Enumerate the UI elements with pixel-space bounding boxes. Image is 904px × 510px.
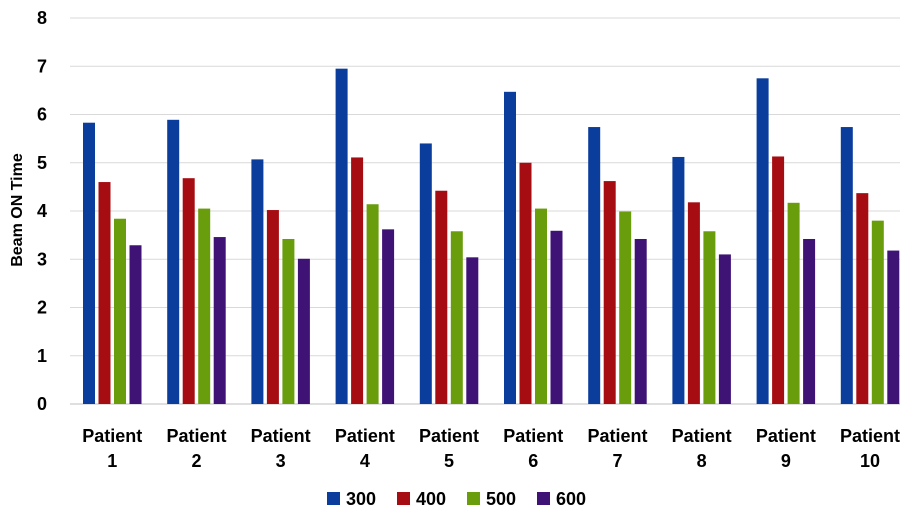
bar-500-patient-10 bbox=[871, 220, 884, 404]
x-category-number: 2 bbox=[191, 451, 201, 471]
bar-600-patient-9 bbox=[803, 238, 816, 404]
y-tick-label: 4 bbox=[37, 201, 47, 221]
x-category-label: Patient bbox=[335, 426, 395, 446]
bar-400-patient-2 bbox=[182, 178, 195, 404]
x-category-number: 6 bbox=[528, 451, 538, 471]
y-axis-ticks: 0 1 2 3 4 5 6 7 8 bbox=[37, 8, 47, 414]
legend-label-400: 400 bbox=[416, 489, 446, 509]
bar-400-patient-9 bbox=[772, 156, 785, 404]
bar-600-patient-6 bbox=[550, 230, 563, 404]
legend-label-500: 500 bbox=[486, 489, 516, 509]
bar-400-patient-6 bbox=[519, 162, 532, 404]
x-category-label: Patient bbox=[756, 426, 816, 446]
bar-300-patient-9 bbox=[756, 78, 769, 404]
x-category-label: Patient bbox=[82, 426, 142, 446]
bar-300-patient-10 bbox=[840, 127, 853, 405]
bar-300-patient-4 bbox=[335, 68, 348, 404]
bar-500-patient-2 bbox=[198, 208, 211, 404]
x-category-number: 1 bbox=[107, 451, 117, 471]
bar-400-patient-10 bbox=[856, 193, 869, 404]
x-category-number: 7 bbox=[612, 451, 622, 471]
x-category-label: Patient bbox=[419, 426, 479, 446]
y-axis-title: Beam ON Time bbox=[9, 153, 26, 267]
legend-label-600: 600 bbox=[556, 489, 586, 509]
y-tick-label: 3 bbox=[37, 249, 47, 269]
y-tick-label: 6 bbox=[37, 105, 47, 125]
bar-500-patient-4 bbox=[366, 204, 379, 404]
x-axis-categories: Patient 1 Patient 2 Patient 3 Patient 4 Patient 5… bbox=[82, 426, 900, 471]
bar-600-patient-7 bbox=[634, 238, 647, 404]
x-category-number: 9 bbox=[781, 451, 791, 471]
bar-400-patient-1 bbox=[98, 182, 111, 404]
bar-600-patient-10 bbox=[887, 250, 900, 404]
bar-500-patient-3 bbox=[282, 238, 295, 404]
bar-300-patient-1 bbox=[83, 122, 95, 404]
y-tick-label: 0 bbox=[37, 394, 47, 414]
x-category-label: Patient bbox=[503, 426, 563, 446]
legend-label-300: 300 bbox=[346, 489, 376, 509]
x-category-label: Patient bbox=[166, 426, 226, 446]
y-tick-label: 7 bbox=[37, 56, 47, 76]
bar-400-patient-4 bbox=[351, 157, 364, 404]
x-category-label: Patient bbox=[587, 426, 647, 446]
bar-500-patient-6 bbox=[535, 208, 547, 404]
x-category-label: Patient bbox=[840, 426, 900, 446]
legend-swatch-300 bbox=[327, 492, 340, 505]
x-category-label: Patient bbox=[672, 426, 732, 446]
x-category-number: 3 bbox=[276, 451, 286, 471]
x-category-number: 8 bbox=[697, 451, 707, 471]
x-category-number: 5 bbox=[444, 451, 454, 471]
bar-500-patient-5 bbox=[450, 231, 463, 404]
legend-swatch-600 bbox=[537, 492, 550, 505]
bar-400-patient-3 bbox=[266, 210, 279, 404]
bar-300-patient-2 bbox=[167, 119, 180, 405]
bar-300-patient-3 bbox=[251, 159, 264, 404]
bar-600-patient-1 bbox=[129, 245, 142, 404]
bar-300-patient-8 bbox=[672, 156, 685, 404]
legend: 300 400 500 600 bbox=[327, 489, 586, 509]
y-tick-label: 1 bbox=[37, 346, 47, 366]
bar-300-patient-5 bbox=[419, 143, 432, 404]
bar-500-patient-9 bbox=[787, 202, 800, 404]
bar-400-patient-8 bbox=[687, 202, 700, 404]
bar-600-patient-2 bbox=[213, 237, 226, 404]
bar-600-patient-3 bbox=[297, 258, 310, 404]
bars bbox=[83, 68, 900, 405]
bar-300-patient-6 bbox=[504, 91, 516, 404]
bar-600-patient-4 bbox=[382, 229, 395, 404]
x-category-number: 4 bbox=[360, 451, 370, 471]
x-category-number: 10 bbox=[860, 451, 880, 471]
y-tick-label: 8 bbox=[37, 8, 47, 28]
bar-500-patient-7 bbox=[619, 211, 632, 404]
bar-300-patient-7 bbox=[588, 127, 601, 405]
bar-400-patient-7 bbox=[603, 181, 616, 404]
bar-500-patient-8 bbox=[703, 231, 716, 404]
y-tick-label: 5 bbox=[37, 153, 47, 173]
bar-500-patient-1 bbox=[114, 218, 126, 404]
legend-swatch-400 bbox=[397, 492, 410, 505]
y-tick-label: 2 bbox=[37, 298, 47, 318]
x-category-label: Patient bbox=[251, 426, 311, 446]
bar-600-patient-5 bbox=[466, 257, 479, 404]
bar-400-patient-5 bbox=[435, 190, 448, 404]
bar-600-patient-8 bbox=[718, 254, 731, 404]
legend-swatch-500 bbox=[467, 492, 480, 505]
